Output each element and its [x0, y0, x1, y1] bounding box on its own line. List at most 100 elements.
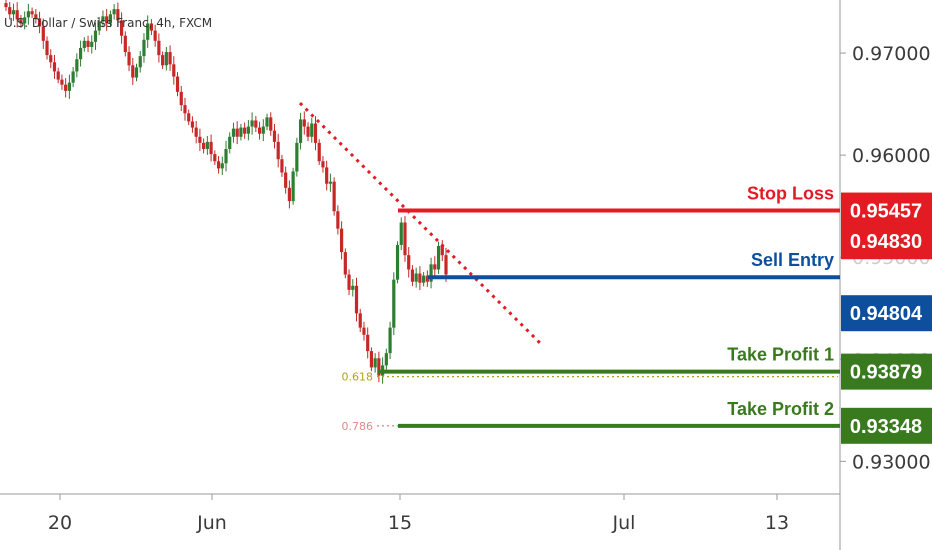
candle-body: [332, 181, 336, 212]
candle-body: [291, 171, 295, 202]
candle-body: [239, 127, 243, 137]
time-tick-label: Jul: [612, 512, 636, 534]
candle-body: [228, 136, 232, 150]
candle-body: [246, 126, 250, 134]
candle-body: [403, 222, 407, 256]
candles-layer: [4, 0, 448, 384]
candle-body: [168, 52, 172, 65]
level-name: Take Profit 2: [727, 399, 834, 419]
candle-body: [347, 274, 351, 290]
level-name: Stop Loss: [747, 184, 834, 204]
candle-body: [175, 76, 180, 92]
candle-body: [235, 128, 239, 137]
take-profit-2-tag-bg: [841, 407, 932, 444]
candle-body: [116, 9, 120, 21]
candle-body: [11, 10, 16, 15]
candle-body: [254, 120, 258, 128]
candle-body: [153, 30, 157, 41]
current-price-tag-text: 0.94830: [850, 231, 922, 253]
candle-body: [108, 14, 113, 24]
candle-body: [231, 128, 236, 137]
overlays-layer: 0.618 0.786: [298, 102, 838, 433]
trade-levels: Stop Loss Sell Entry Take Profit 1 Take Pro…: [378, 184, 932, 444]
trend-line: [298, 102, 545, 348]
candle-body: [71, 71, 75, 83]
candle-body: [19, 19, 23, 24]
candle-body: [209, 141, 213, 155]
candle-body: [272, 130, 277, 142]
candle-body: [23, 17, 27, 24]
candle-body: [8, 7, 12, 15]
sell-entry-tag-text: 0.94804: [850, 303, 923, 325]
sell-entry-tag-bg: [841, 295, 932, 332]
candle-body: [30, 11, 34, 15]
time-tick-label: 20: [48, 512, 72, 534]
candle-body: [257, 127, 262, 134]
candle-body: [351, 285, 355, 290]
candle-body: [220, 163, 224, 169]
candle-body: [392, 279, 396, 328]
chart-title: U.S. Dollar / Swiss Franc, 4h, FXCM: [4, 16, 212, 30]
candle-body: [123, 35, 127, 53]
time-tick-label: Jun: [196, 512, 227, 534]
candle-body: [90, 41, 94, 47]
candle-body: [295, 142, 299, 172]
candle-body: [265, 117, 269, 127]
candle-body: [243, 127, 247, 134]
candle-body: [161, 55, 165, 66]
candle-body: [369, 351, 374, 368]
candle-body: [213, 154, 217, 162]
candle-body: [362, 327, 366, 335]
candle-body: [339, 228, 344, 253]
candle-body: [97, 21, 101, 31]
candle-body: [101, 16, 105, 22]
level-name: Sell Entry: [751, 250, 834, 270]
price-tick-label: 0.96000: [852, 145, 931, 167]
candle-body: [37, 18, 42, 27]
candle-body: [313, 123, 318, 143]
candle-body: [429, 264, 433, 282]
candle-body: [172, 64, 176, 77]
candle-body: [64, 84, 68, 91]
candle-body: [198, 136, 202, 143]
price-tick-label: 0.93000: [852, 451, 931, 473]
candle-body: [287, 187, 291, 202]
candle-body: [436, 245, 441, 270]
price-tick-label: 0.97000: [852, 43, 931, 65]
stop-loss-tag-bg: [841, 192, 932, 229]
level-name: Take Profit 1: [727, 345, 834, 365]
candle-body: [269, 117, 273, 131]
candle-body: [4, 3, 8, 8]
candle-body: [388, 327, 392, 354]
candle-body: [433, 264, 437, 270]
candle-body: [310, 123, 314, 137]
fib-level-label: 0.618: [342, 371, 374, 384]
candle-body: [138, 56, 142, 68]
candle-body: [202, 142, 206, 150]
candle-body: [45, 40, 49, 56]
candle-body: [321, 161, 325, 168]
candle-body: [384, 353, 388, 366]
candle-body: [366, 334, 370, 352]
time-axis[interactable]: 20 Jun 15 Jul 13: [48, 494, 789, 534]
candle-body: [26, 11, 30, 18]
fib-level-label: 0.786: [342, 420, 374, 433]
candle-body: [224, 149, 228, 164]
candle-body: [317, 142, 321, 162]
candle-body: [205, 141, 209, 150]
candle-body: [425, 275, 429, 282]
candle-body: [146, 23, 150, 40]
candle-body: [325, 167, 329, 184]
candle-body: [78, 47, 83, 60]
candle-body: [418, 273, 422, 283]
take-profit-1-tag-text: 0.93879: [850, 362, 922, 384]
candle-body: [261, 126, 265, 134]
candle-body: [187, 113, 191, 122]
take-profit-1-tag-bg: [841, 353, 932, 390]
candle-body: [444, 255, 448, 275]
candle-body: [52, 62, 57, 72]
candle-body: [440, 245, 444, 256]
candle-body: [328, 181, 333, 184]
candle-body: [336, 211, 340, 229]
